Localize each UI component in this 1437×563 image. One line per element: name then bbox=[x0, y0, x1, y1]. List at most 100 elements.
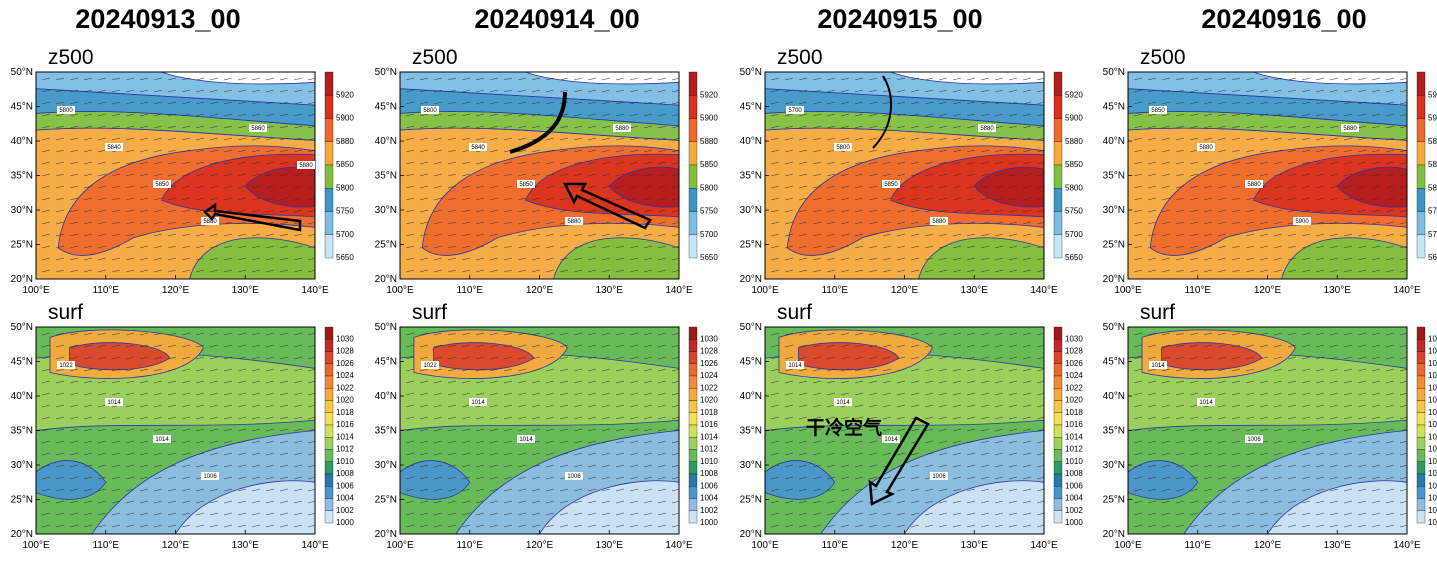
wind-barb bbox=[251, 488, 261, 492]
wind-barb bbox=[447, 125, 457, 129]
wind-barb bbox=[1203, 197, 1213, 201]
wind-barb bbox=[419, 137, 429, 141]
wind-barb bbox=[461, 137, 471, 141]
wind-barb bbox=[1245, 428, 1255, 432]
wind-barb bbox=[657, 380, 667, 384]
wind-barb bbox=[615, 332, 625, 336]
wind-barb bbox=[181, 233, 191, 237]
wind-barb bbox=[167, 344, 177, 348]
wind-barb bbox=[209, 137, 219, 141]
wind-barb bbox=[1371, 464, 1381, 468]
wind-barb bbox=[840, 392, 850, 396]
wind-barb bbox=[279, 440, 289, 444]
wind-barb bbox=[503, 245, 513, 249]
wind-barb bbox=[1008, 185, 1018, 189]
wind-barb bbox=[1301, 356, 1311, 360]
wind-barb bbox=[97, 269, 107, 273]
colorbar-tick-label: 1006 bbox=[336, 481, 354, 490]
wind-barb bbox=[812, 524, 822, 528]
wind-barb bbox=[896, 221, 906, 225]
wind-barb bbox=[447, 332, 457, 336]
wind-barb bbox=[475, 488, 485, 492]
wind-barb bbox=[1147, 488, 1157, 492]
wind-barb bbox=[181, 209, 191, 213]
wind-barb bbox=[798, 101, 808, 105]
wind-barb bbox=[770, 269, 780, 273]
colorbar-segment bbox=[324, 211, 334, 235]
wind-barb bbox=[1217, 89, 1227, 93]
wind-barb bbox=[489, 476, 499, 480]
colorbar-segment bbox=[1053, 234, 1063, 259]
wind-barb bbox=[854, 392, 864, 396]
wind-barb bbox=[1161, 137, 1171, 141]
wind-barb bbox=[181, 344, 191, 348]
wind-barb bbox=[882, 161, 892, 165]
wind-barb bbox=[1133, 233, 1143, 237]
wind-barb bbox=[531, 428, 541, 432]
wind-barb bbox=[419, 77, 429, 81]
wind-barb bbox=[994, 233, 1004, 237]
wind-barb bbox=[55, 440, 65, 444]
wind-barb bbox=[139, 500, 149, 504]
wind-barb bbox=[784, 344, 794, 348]
colorbar-tick-label: 1020 bbox=[700, 396, 718, 405]
wind-barb bbox=[1147, 77, 1157, 81]
wind-barb bbox=[265, 404, 275, 408]
wind-barb bbox=[1203, 416, 1213, 420]
wind-barb bbox=[503, 185, 513, 189]
wind-barb bbox=[868, 344, 878, 348]
wind-barb bbox=[1371, 197, 1381, 201]
wind-barb bbox=[97, 464, 107, 468]
wind-barb bbox=[1231, 209, 1241, 213]
wind-barb bbox=[910, 356, 920, 360]
wind-barb bbox=[265, 524, 275, 528]
wind-barb bbox=[770, 221, 780, 225]
wind-barb bbox=[1385, 197, 1395, 201]
wind-barb bbox=[1371, 185, 1381, 189]
wind-barb bbox=[545, 356, 555, 360]
wind-barb bbox=[629, 356, 639, 360]
wind-barb bbox=[980, 344, 990, 348]
wind-barb bbox=[1022, 392, 1032, 396]
wind-barb bbox=[1315, 137, 1325, 141]
wind-barb bbox=[1008, 125, 1018, 129]
lat-tick-label: 40°N bbox=[740, 391, 762, 402]
wind-barb bbox=[573, 137, 583, 141]
wind-barb bbox=[657, 101, 667, 105]
wind-barb bbox=[657, 368, 667, 372]
wind-barb bbox=[1231, 77, 1241, 81]
wind-barb bbox=[489, 332, 499, 336]
wind-barb bbox=[1315, 332, 1325, 336]
wind-barb bbox=[559, 368, 569, 372]
wind-barb bbox=[1371, 113, 1381, 117]
wind-barb bbox=[1008, 221, 1018, 225]
wind-barb bbox=[770, 416, 780, 420]
wind-barb bbox=[405, 113, 415, 117]
wind-barb bbox=[139, 125, 149, 129]
wind-barb bbox=[167, 233, 177, 237]
wind-barb bbox=[1133, 416, 1143, 420]
wind-barb bbox=[980, 332, 990, 336]
wind-barb bbox=[784, 137, 794, 141]
wind-barb bbox=[223, 185, 233, 189]
wind-barb bbox=[531, 512, 541, 516]
wind-barb bbox=[980, 221, 990, 225]
wind-barb bbox=[615, 233, 625, 237]
wind-barb bbox=[1022, 89, 1032, 93]
wind-barb bbox=[531, 101, 541, 105]
wind-barb bbox=[41, 428, 51, 432]
wind-barb bbox=[195, 464, 205, 468]
wind-barb bbox=[83, 344, 93, 348]
wind-barb bbox=[419, 524, 429, 528]
wind-barb bbox=[251, 416, 261, 420]
wind-barb bbox=[475, 209, 485, 213]
wind-barb bbox=[1273, 476, 1283, 480]
wind-barb bbox=[1203, 233, 1213, 237]
trough-axis-line bbox=[872, 75, 892, 149]
wind-barb bbox=[1259, 392, 1269, 396]
wind-barb bbox=[1385, 368, 1395, 372]
wind-barb bbox=[97, 77, 107, 81]
wind-barb bbox=[1008, 524, 1018, 528]
panel-label-surf: surf bbox=[1140, 301, 1175, 324]
wind-barb bbox=[489, 380, 499, 384]
